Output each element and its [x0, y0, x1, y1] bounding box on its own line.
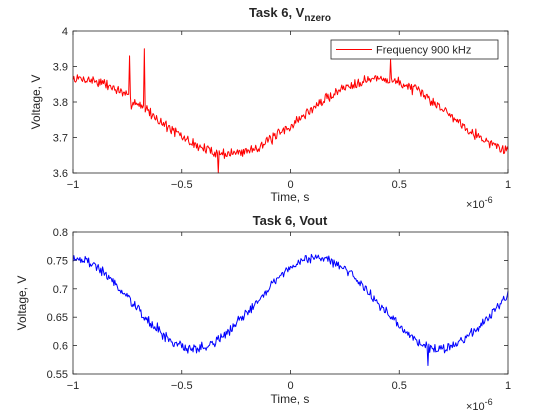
top-x-tick-label: 0	[287, 179, 293, 191]
bottom-y-axis-label: Voltage, V	[15, 276, 29, 331]
bottom-plot-area	[73, 232, 508, 374]
top-plot: Task 6, Vnzero −1 −0.5 0 0.5 13.63.73.83.94 …	[29, 5, 511, 211]
bottom-plot: Task 6, Vout −1 −0.5 0 0.5 1 0.55 0.6 0.65 0.7 0.…	[15, 213, 511, 413]
bottom-x-exponent-power: -6	[485, 397, 493, 407]
bottom-plot-title: Task 6, Vout	[253, 213, 328, 228]
bottom-y-tick-label: 0.8	[53, 227, 68, 239]
top-y-tick-label: 3.8	[53, 97, 68, 109]
top-y-tick-label: 3.6	[53, 168, 68, 180]
bottom-plot-frame	[72, 231, 509, 375]
top-y-tick-label: 4	[62, 26, 68, 38]
bottom-y-tick-label: 0.75	[47, 255, 68, 267]
bottom-x-exponent-base: ×10	[466, 401, 485, 413]
top-x-tick-label: 0.5	[392, 179, 407, 191]
top-legend-box	[330, 39, 499, 60]
top-x-exponent-base: ×10	[466, 199, 485, 211]
bottom-x-tick-label: 0.5	[392, 380, 407, 392]
bottom-x-tick-label: −1	[67, 380, 80, 392]
top-plot-title-main: Task 6, V	[249, 5, 305, 20]
top-y-tick-label: 3.7	[53, 133, 68, 145]
top-y-axis-label: Voltage, V	[29, 75, 43, 130]
bottom-axis-ticks: −1 −0.5 0 0.5 1 0.55 0.6 0.65 0.7 0.75 0.8	[47, 227, 511, 392]
bottom-series-line	[72, 253, 509, 366]
top-x-tick-label: −1	[67, 179, 80, 191]
top-plot-title: Task 6, Vnzero	[249, 5, 331, 24]
bottom-y-tick-label: 0.55	[47, 369, 68, 381]
top-series-line	[72, 48, 509, 174]
top-legend: Frequency 900 kHz	[330, 39, 499, 60]
bottom-y-tick-label: 0.7	[53, 284, 68, 296]
top-y-tick-label: 3.9	[53, 62, 68, 74]
bottom-x-tick-label: 1	[505, 380, 511, 392]
top-x-tick-label: −0.5	[171, 179, 193, 191]
top-x-exponent: ×10-6	[466, 195, 493, 211]
top-x-axis-label: Time, s	[271, 190, 310, 204]
bottom-x-tick-label: −0.5	[171, 380, 193, 392]
bottom-x-tick-label: 0	[287, 380, 293, 392]
top-x-exponent-power: -6	[485, 195, 493, 205]
bottom-x-exponent: ×10-6	[466, 397, 493, 413]
top-legend-entry: Frequency 900 kHz	[376, 45, 471, 57]
bottom-y-tick-label: 0.6	[53, 341, 68, 353]
bottom-y-tick-label: 0.65	[47, 312, 68, 324]
bottom-x-axis-label: Time, s	[271, 392, 310, 406]
top-plot-title-subscript: nzero	[304, 13, 331, 24]
top-plot-frame	[72, 30, 509, 174]
top-x-tick-label: 1	[505, 179, 511, 191]
